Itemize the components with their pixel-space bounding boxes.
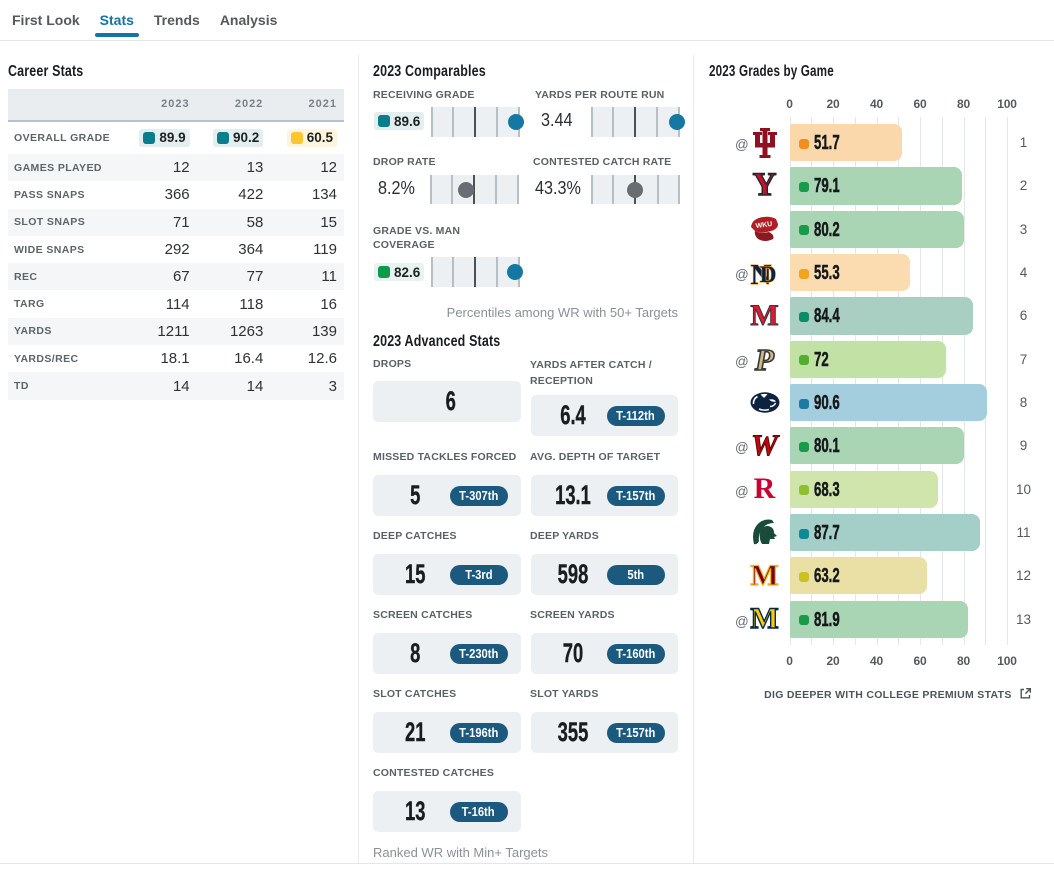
svg-text:D: D [760,262,777,287]
svg-text:N: N [751,259,772,290]
svg-text:WKU: WKU [755,220,773,229]
